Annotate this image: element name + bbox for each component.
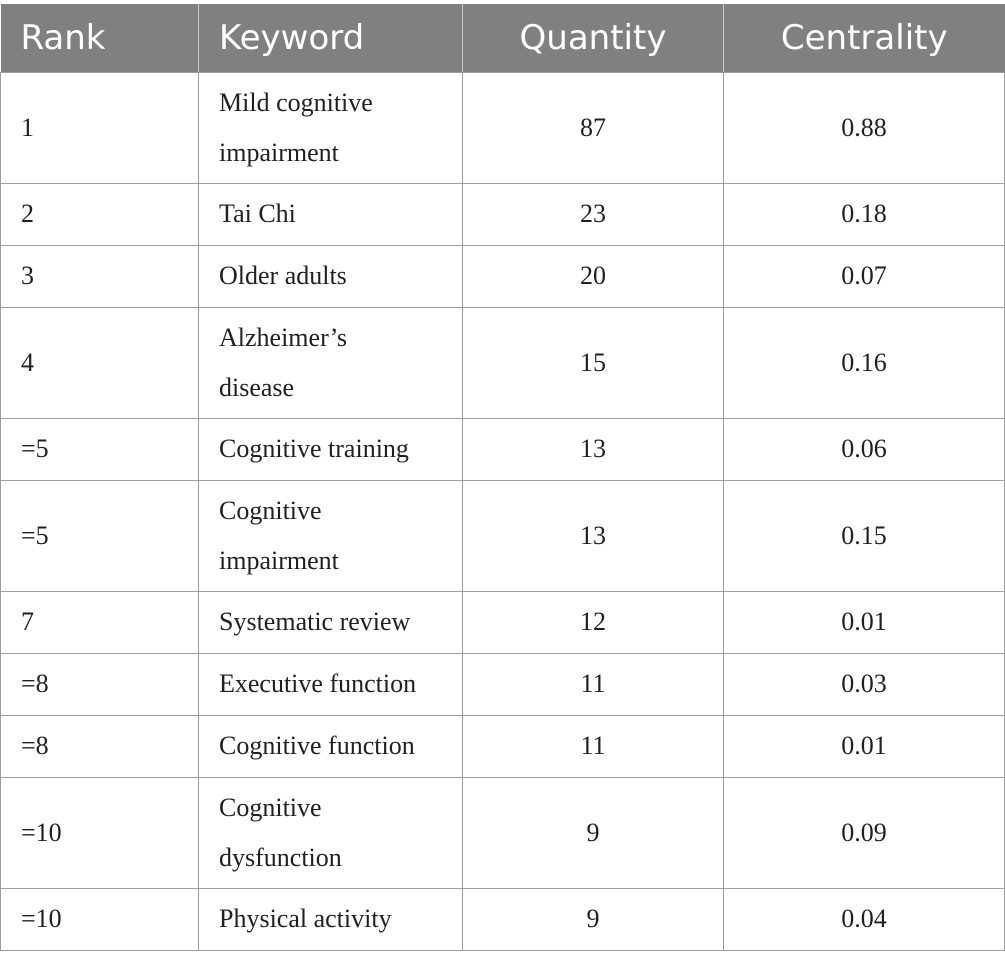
keyword-cell: Cognitive function (198, 714, 463, 778)
keyword-line: Cognitive function (219, 731, 415, 760)
rank-cell: 2 (0, 182, 199, 246)
keyword-line: Cognitive training (219, 434, 409, 463)
centrality-cell: 0.16 (723, 306, 1005, 419)
keyword-cell: Mild cognitive impairment (198, 71, 463, 184)
keyword-line: Systematic review (219, 607, 411, 636)
rank-cell: 4 (0, 306, 199, 419)
quantity-cell: 13 (462, 417, 724, 481)
keyword-cell: Physical activity (198, 887, 463, 951)
keyword-cell: Alzheimer’s disease (198, 306, 463, 419)
header-quantity: Quantity (462, 4, 724, 73)
centrality-cell: 0.04 (723, 887, 1005, 951)
table-row: 4 Alzheimer’s disease 15 0.16 (0, 306, 1005, 419)
centrality-cell: 0.06 (723, 417, 1005, 481)
rank-cell: =8 (0, 652, 199, 716)
rank-cell: 1 (0, 71, 199, 184)
rank-cell: 7 (0, 590, 199, 654)
centrality-cell: 0.03 (723, 652, 1005, 716)
centrality-cell: 0.01 (723, 590, 1005, 654)
keyword-cell: Older adults (198, 244, 463, 308)
rank-cell: =10 (0, 776, 199, 889)
header-rank: Rank (0, 4, 199, 73)
table-row: =5 Cognitive impairment 13 0.15 (0, 479, 1005, 592)
table-row: =8 Executive function 11 0.03 (0, 652, 1005, 716)
quantity-cell: 12 (462, 590, 724, 654)
quantity-cell: 13 (462, 479, 724, 592)
rank-cell: =5 (0, 479, 199, 592)
keyword-line: Alzheimer’s (219, 322, 348, 352)
table-body: 1 Mild cognitive impairment 87 0.88 2 Tai… (0, 71, 1005, 951)
keyword-line: Mild cognitive (219, 87, 373, 117)
quantity-cell: 11 (462, 652, 724, 716)
header-row: Rank Keyword Quantity Centrality (0, 4, 1005, 73)
rank-cell: =5 (0, 417, 199, 481)
rank-cell: =10 (0, 887, 199, 951)
table-row: 3 Older adults 20 0.07 (0, 244, 1005, 308)
centrality-cell: 0.18 (723, 182, 1005, 246)
keyword-cell: Tai Chi (198, 182, 463, 246)
quantity-cell: 20 (462, 244, 724, 308)
header-keyword: Keyword (198, 4, 463, 73)
table-row: 1 Mild cognitive impairment 87 0.88 (0, 71, 1005, 184)
table-row: =10 Physical activity 9 0.04 (0, 887, 1005, 951)
keyword-table: Rank Keyword Quantity Centrality 1 Mild … (0, 4, 1005, 951)
keyword-cell: Cognitive dysfunction (198, 776, 463, 889)
quantity-cell: 9 (462, 887, 724, 951)
table-header: Rank Keyword Quantity Centrality (0, 4, 1005, 73)
keyword-cell: Cognitive training (198, 417, 463, 481)
quantity-cell: 87 (462, 71, 724, 184)
rank-cell: 3 (0, 244, 199, 308)
keyword-line: Older adults (219, 261, 347, 290)
keyword-cell: Systematic review (198, 590, 463, 654)
keyword-line: disease (219, 372, 295, 402)
table-row: =10 Cognitive dysfunction 9 0.09 (0, 776, 1005, 889)
centrality-cell: 0.01 (723, 714, 1005, 778)
centrality-cell: 0.07 (723, 244, 1005, 308)
keyword-line: Tai Chi (219, 199, 296, 228)
keyword-line: Physical activity (219, 904, 392, 933)
quantity-cell: 15 (462, 306, 724, 419)
keyword-line: Cognitive (219, 495, 322, 525)
centrality-cell: 0.15 (723, 479, 1005, 592)
quantity-cell: 9 (462, 776, 724, 889)
table-row: 7 Systematic review 12 0.01 (0, 590, 1005, 654)
rank-cell: =8 (0, 714, 199, 778)
keyword-cell: Executive function (198, 652, 463, 716)
keyword-line: dysfunction (219, 842, 342, 872)
header-centrality: Centrality (723, 4, 1005, 73)
quantity-cell: 11 (462, 714, 724, 778)
centrality-cell: 0.88 (723, 71, 1005, 184)
table-row: =5 Cognitive training 13 0.06 (0, 417, 1005, 481)
keyword-line: impairment (219, 545, 339, 575)
table-row: =8 Cognitive function 11 0.01 (0, 714, 1005, 778)
keyword-line: Cognitive (219, 792, 322, 822)
table-row: 2 Tai Chi 23 0.18 (0, 182, 1005, 246)
centrality-cell: 0.09 (723, 776, 1005, 889)
keyword-line: impairment (219, 137, 339, 167)
keyword-line: Executive function (219, 669, 417, 698)
keyword-cell: Cognitive impairment (198, 479, 463, 592)
quantity-cell: 23 (462, 182, 724, 246)
